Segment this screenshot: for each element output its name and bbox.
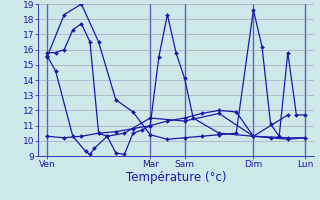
X-axis label: Température (°c): Température (°c) <box>126 171 226 184</box>
